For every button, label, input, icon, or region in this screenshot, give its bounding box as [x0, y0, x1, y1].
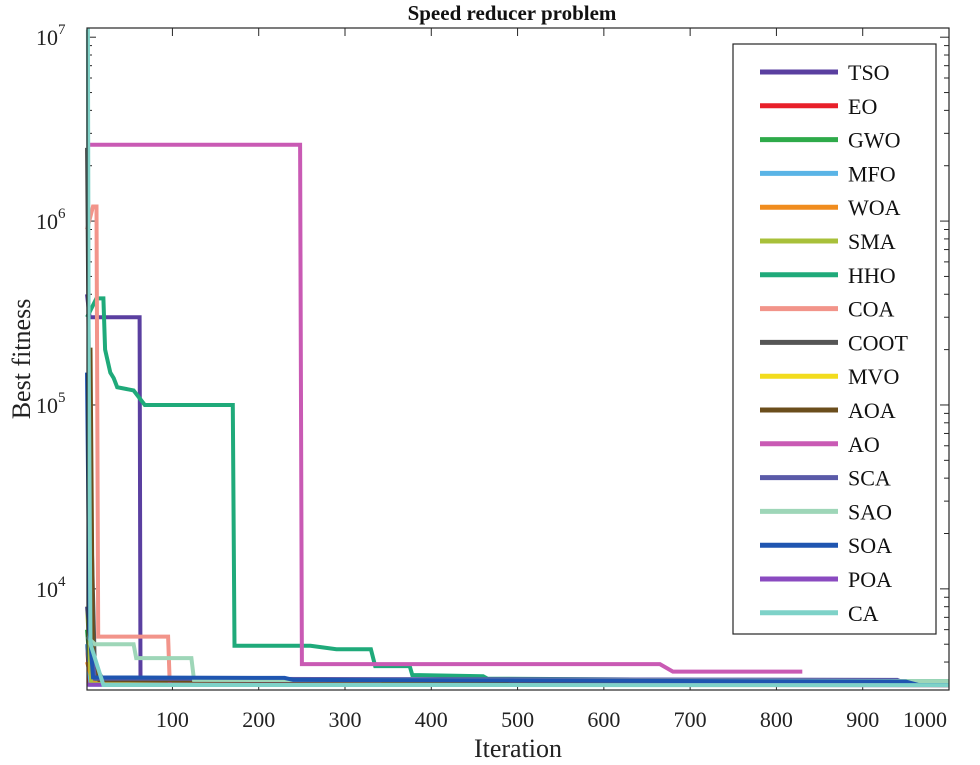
legend-item-coa: COA: [760, 297, 895, 322]
legend-label: POA: [848, 567, 892, 592]
legend-item-tso: TSO: [760, 60, 890, 85]
legend-label: COOT: [848, 330, 908, 355]
series-ao-line: [87, 142, 803, 674]
legend-item-soa: SOA: [760, 533, 892, 558]
y-tick-power: 4: [58, 574, 66, 590]
y-tick-power: 5: [58, 390, 66, 406]
legend-item-ca: CA: [760, 601, 879, 626]
x-tick-label: 900: [846, 707, 879, 732]
x-axis-label: Iteration: [474, 734, 562, 763]
legend-label: GWO: [848, 128, 901, 153]
y-tick-label: 106: [36, 206, 66, 234]
series-ca-line: [85, 27, 950, 688]
legend-label: COA: [848, 297, 895, 322]
legend-item-gwo: GWO: [760, 128, 901, 153]
y-tick-power: 7: [58, 22, 66, 38]
legend-label: SOA: [848, 533, 892, 558]
legend-label: MVO: [848, 364, 899, 389]
legend-label: SMA: [848, 229, 896, 254]
legend-item-aoa: AOA: [760, 398, 896, 423]
x-tick-labels: 100 200 300 400 500 600 700 800 900 1000: [156, 707, 947, 732]
y-tick-power: 6: [58, 206, 66, 222]
y-axis-label: Best fitness: [7, 299, 36, 420]
legend-label: SAO: [848, 499, 892, 524]
x-tick-label: 700: [674, 707, 707, 732]
legend-label: HHO: [848, 263, 896, 288]
series-layer: [85, 27, 950, 688]
legend-label: AOA: [848, 398, 896, 423]
y-tick-base: 10: [36, 25, 58, 50]
legend-label: WOA: [848, 195, 901, 220]
x-tick-label: 400: [415, 707, 448, 732]
legend-label: AO: [848, 432, 880, 457]
x-tick-label: 200: [242, 707, 275, 732]
legend-item-sao: SAO: [760, 499, 892, 524]
x-tick-label: 600: [587, 707, 620, 732]
x-tick-label: 500: [501, 707, 534, 732]
y-tick-label: 104: [36, 574, 66, 602]
legend-item-coot: COOT: [760, 330, 908, 355]
legend-label: EO: [848, 94, 877, 119]
legend-box: [732, 43, 937, 635]
legend-item-woa: WOA: [760, 195, 901, 220]
legend-item-mfo: MFO: [760, 161, 896, 186]
legend-label: TSO: [848, 60, 890, 85]
legend-item-hho: HHO: [760, 263, 896, 288]
legend-label: SCA: [848, 466, 891, 491]
legend: TSO EO GWO MFO WOA SMA HHO COA COOT MVO AOA AO SCA SA…: [732, 43, 937, 635]
plot-frame: [86, 27, 950, 691]
chart-title: Speed reducer problem: [408, 1, 617, 25]
x-tick-label: 800: [760, 707, 793, 732]
x-tick-label: 1000: [903, 707, 947, 732]
series-sao-line: [85, 635, 950, 684]
y-tick-label: 105: [36, 390, 66, 418]
legend-item-sma: SMA: [760, 229, 896, 254]
y-tick-label: 107: [36, 22, 66, 50]
legend-item-sca: SCA: [760, 466, 891, 491]
legend-label: CA: [848, 601, 879, 626]
y-tick-base: 10: [36, 393, 58, 418]
legend-item-mvo: MVO: [760, 364, 899, 389]
x-tick-label: 100: [156, 707, 189, 732]
legend-label: MFO: [848, 161, 896, 186]
y-tick-base: 10: [36, 577, 58, 602]
legend-item-ao: AO: [760, 432, 880, 457]
y-tick-base: 10: [36, 209, 58, 234]
legend-item-poa: POA: [760, 567, 892, 592]
legend-item-eo: EO: [760, 94, 877, 119]
x-tick-label: 300: [328, 707, 361, 732]
